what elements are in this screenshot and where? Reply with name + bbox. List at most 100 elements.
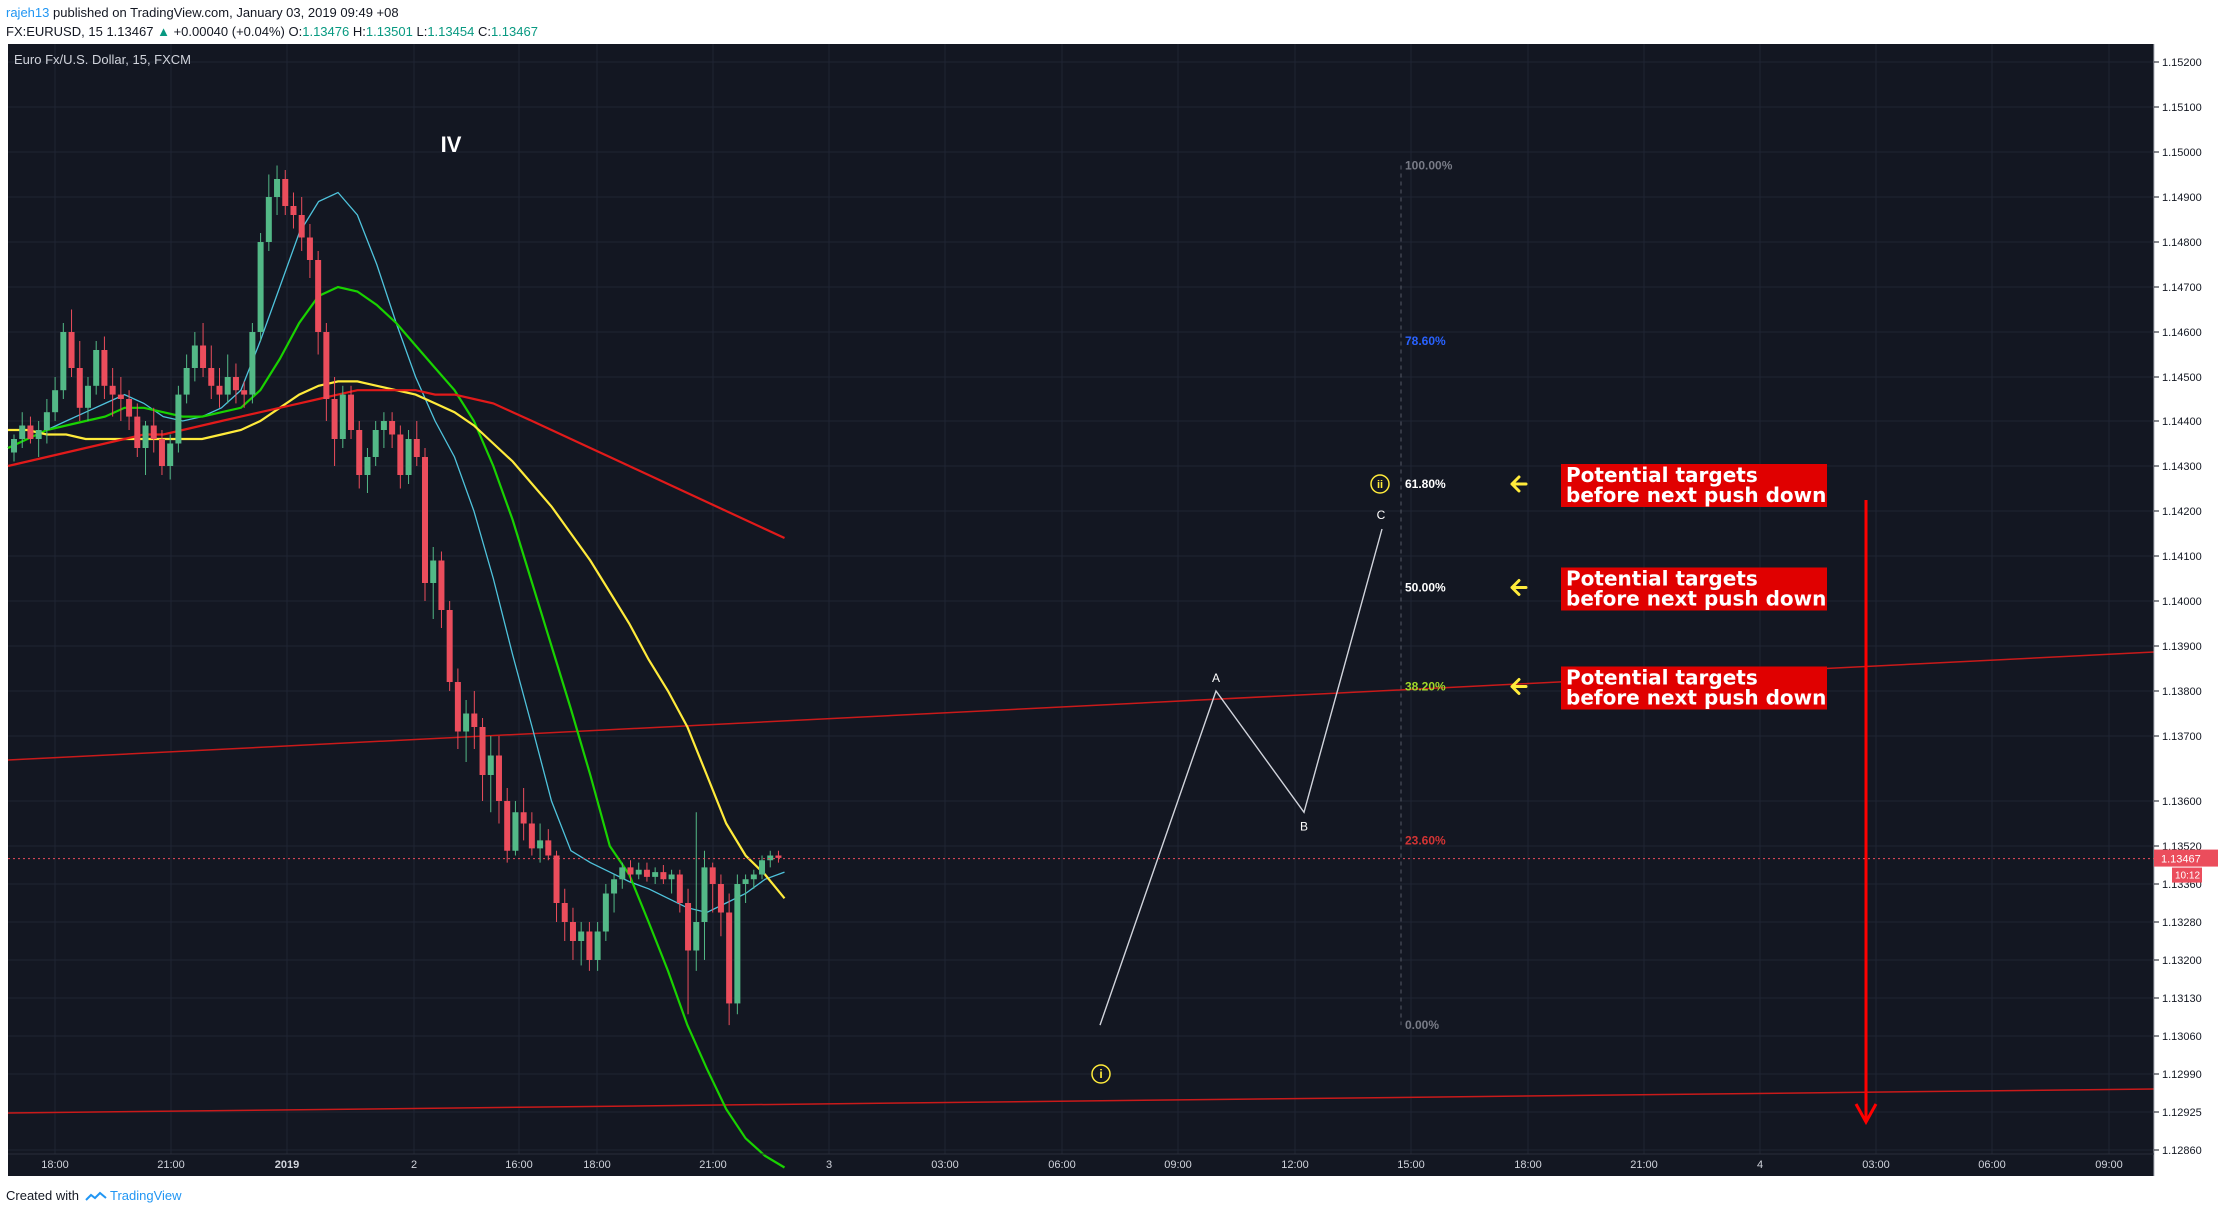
- candle-body: [101, 350, 108, 386]
- target-note-line2: before next push down: [1566, 686, 1826, 710]
- candle-body: [298, 215, 305, 238]
- candle-body: [652, 872, 659, 877]
- wave-i-circle: [1091, 1064, 1111, 1084]
- price-tick-label: 1.13200: [2162, 955, 2202, 967]
- target-note-line1: Potential targets: [1566, 463, 1758, 487]
- created-with: Created with TradingView: [6, 1188, 182, 1204]
- created-with-label: Created with: [6, 1188, 79, 1203]
- candle-body: [504, 801, 511, 851]
- candle-body: [191, 345, 198, 368]
- candle-body: [232, 377, 239, 391]
- candle-body: [93, 350, 100, 386]
- fibonacci-retracement[interactable]: 100.00% 78.60% 61.80% 50.00% 38.20% 23.60% 0.0…: [1400, 159, 1453, 1033]
- price-tick-label: 1.15000: [2162, 147, 2202, 159]
- candle-body: [430, 560, 437, 583]
- price-tick-label: 1.14800: [2162, 237, 2202, 249]
- candle-body: [561, 903, 568, 922]
- time-tick-label: 06:00: [1978, 1159, 2006, 1171]
- price-tick-label: 1.15200: [2162, 57, 2202, 69]
- price-tick-label: 1.13130: [2162, 993, 2202, 1005]
- price-tick-label: 1.13700: [2162, 731, 2202, 743]
- target-note-box: [1561, 464, 1827, 507]
- candle-body: [167, 443, 174, 466]
- candle-body: [339, 394, 346, 439]
- time-tick-label: 15:00: [1397, 1159, 1425, 1171]
- candle-body: [742, 879, 749, 884]
- candle-body: [512, 812, 519, 851]
- time-tick-label: 21:00: [1630, 1159, 1658, 1171]
- low-value: 1.13454: [427, 24, 475, 39]
- candle-body: [249, 332, 256, 395]
- current-price-label: 1.13467: [2161, 854, 2201, 866]
- candle-body: [586, 931, 593, 960]
- candle-body: [693, 922, 700, 951]
- wave-ii-label: ii: [1377, 479, 1383, 491]
- time-tick-label: 2: [411, 1159, 417, 1171]
- price-axis[interactable]: 1.15200 1.15100 1.15000 1.14900 1.14800 1.147…: [8, 44, 2218, 1176]
- target-note-box: [1561, 567, 1827, 611]
- candle-body: [635, 869, 642, 875]
- time-axis[interactable]: 18:00 21:00 2019 2 16:00 18:00 21:00 3 03:00 06:0…: [8, 1153, 2154, 1180]
- candle-body: [150, 425, 157, 439]
- candle-body: [43, 412, 50, 430]
- target-note-line1: Potential targets: [1566, 567, 1758, 591]
- yellow-arrow-icon: [1510, 579, 1528, 596]
- candle-body: [495, 755, 502, 801]
- time-tick-label: 06:00: [1048, 1159, 1076, 1171]
- countdown-label: 10:12: [2175, 871, 2200, 882]
- wave-ii-circle: [1370, 474, 1390, 494]
- candle-body: [76, 368, 83, 408]
- candle-body: [372, 430, 379, 457]
- time-tick-label: 4: [1757, 1159, 1763, 1171]
- symbol-label: FX:EURUSD, 15: [6, 24, 103, 39]
- wave-a-label: A: [1212, 671, 1220, 685]
- candle-body: [241, 390, 248, 395]
- candle-body: [750, 874, 757, 880]
- candle-body: [11, 439, 17, 453]
- candle-body: [594, 931, 601, 960]
- price-tick-label: 1.13060: [2162, 1031, 2202, 1043]
- candle-body: [331, 399, 338, 439]
- candle-body: [685, 903, 692, 951]
- candle-body: [27, 425, 34, 439]
- candle-body: [479, 727, 486, 775]
- down-arrow-icon: [1854, 1103, 1878, 1126]
- price-tick-label: 1.14400: [2162, 416, 2202, 428]
- candle-body: [660, 872, 667, 880]
- price-tick-label: 1.14600: [2162, 327, 2202, 339]
- candle-body: [438, 560, 445, 610]
- time-tick-label: 03:00: [931, 1159, 959, 1171]
- tradingview-brand[interactable]: TradingView: [110, 1188, 182, 1203]
- candle-body: [701, 867, 708, 922]
- tradingview-logo-icon: [84, 1191, 107, 1201]
- last-price: 1.13467: [106, 24, 154, 39]
- candle-body: [454, 682, 461, 732]
- target-note-line2: before next push down: [1566, 587, 1826, 611]
- time-tick-label: 09:00: [2095, 1159, 2123, 1171]
- time-axis-bg: [8, 1176, 2154, 1180]
- candle-body: [60, 332, 67, 391]
- candle-body: [676, 874, 683, 903]
- wave-c-label: C: [1377, 508, 1386, 522]
- candle-body: [627, 867, 634, 875]
- candle-body: [602, 893, 609, 932]
- candle-body: [767, 855, 774, 861]
- candle-body: [413, 439, 420, 457]
- candle-body: [422, 457, 428, 583]
- price-chart[interactable]: 100.00% 78.60% 61.80% 50.00% 38.20% 23.60% 0.0…: [0, 42, 2218, 1180]
- candle-body: [578, 931, 585, 941]
- wave-i-label: i: [1099, 1067, 1102, 1081]
- candle-body: [405, 439, 412, 475]
- time-tick-label: 18:00: [1514, 1159, 1542, 1171]
- candle-body: [356, 430, 363, 475]
- wave-path: [1099, 528, 1383, 1026]
- candle-body: [142, 425, 149, 448]
- candle-body: [68, 332, 75, 368]
- author-link[interactable]: rajeh13: [6, 5, 50, 20]
- candle-body: [290, 206, 297, 215]
- chart-title: Euro Fx/U.S. Dollar, 15, FXCM: [14, 52, 191, 67]
- candle-body: [224, 377, 231, 395]
- candle-body: [274, 179, 281, 197]
- time-tick-label: 18:00: [41, 1159, 69, 1171]
- candle-body: [315, 260, 322, 332]
